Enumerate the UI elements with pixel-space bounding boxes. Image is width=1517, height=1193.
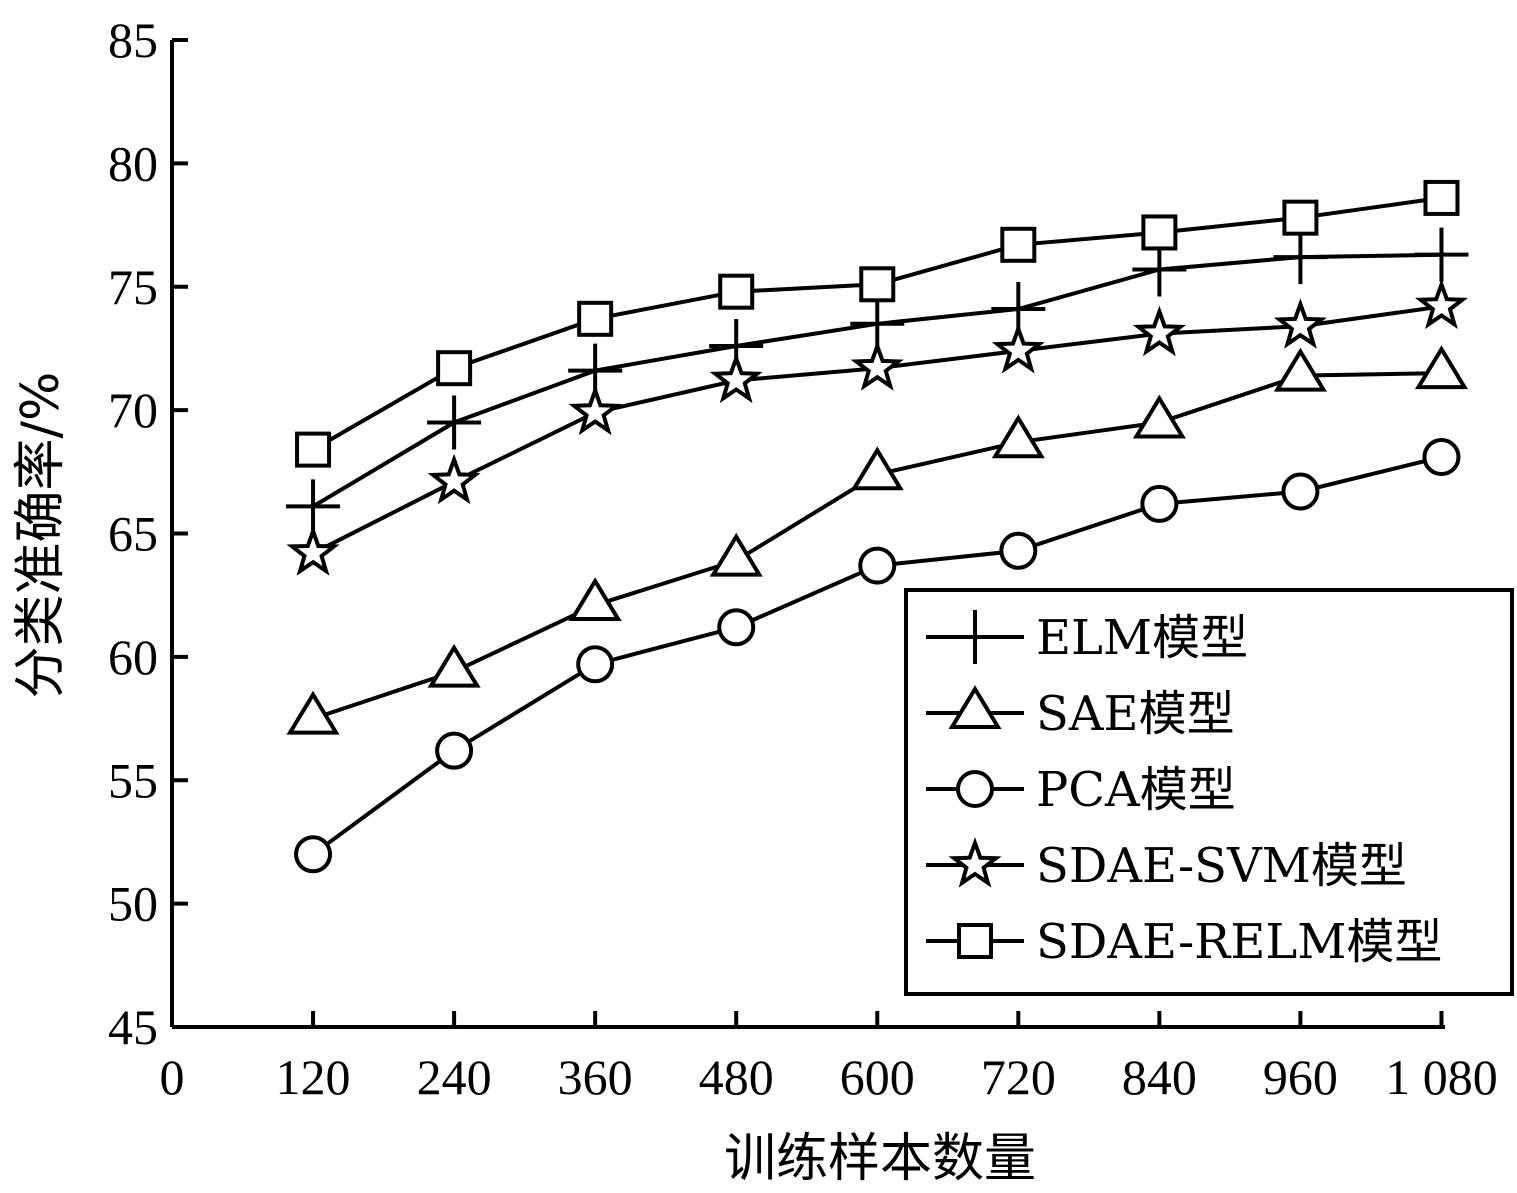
- legend-label: SDAE-SVM模型: [1036, 838, 1407, 894]
- y-tick-label: 65: [108, 506, 158, 562]
- data-point-square: [1423, 179, 1460, 216]
- data-point-triangle: [568, 577, 622, 622]
- data-point-star: [850, 340, 904, 391]
- series-circle: [294, 438, 1461, 874]
- y-tick-label: 70: [108, 382, 158, 438]
- y-axis-title: 分类准确率/%: [11, 372, 71, 699]
- y-tick-label: 45: [108, 999, 158, 1055]
- data-point-triangle: [1132, 394, 1186, 439]
- data-point-triangle: [1273, 347, 1327, 392]
- legend-marker-circle: [956, 770, 994, 808]
- legend-item: SDAE-SVM模型: [926, 837, 1407, 894]
- series-group: [286, 179, 1469, 874]
- x-tick-label: 840: [1122, 1049, 1197, 1105]
- data-point-plus: [1132, 242, 1187, 297]
- data-point-star: [286, 525, 340, 576]
- data-point-plus: [427, 395, 482, 450]
- series-square: [295, 179, 1460, 468]
- data-point-circle: [717, 608, 756, 647]
- legend-label: ELM模型: [1036, 610, 1248, 666]
- y-tick-label: 80: [108, 135, 158, 191]
- series-star: [286, 278, 1469, 576]
- data-point-triangle: [286, 690, 340, 735]
- data-point-star: [427, 453, 481, 505]
- data-point-triangle: [991, 414, 1045, 459]
- x-tick-label: 720: [981, 1049, 1056, 1105]
- data-point-plus: [286, 479, 341, 534]
- data-point-triangle: [427, 643, 481, 688]
- data-point-circle: [576, 645, 615, 684]
- legend: ELM模型 SAE模型 PCA模型 SDAE-SVM模型 SDAE-RELM模型: [904, 588, 1514, 996]
- legend-marker-star: [948, 837, 1002, 888]
- data-point-plus: [1414, 227, 1469, 282]
- legend-label: PCA模型: [1036, 762, 1236, 818]
- x-tick-label: 360: [558, 1049, 633, 1105]
- series-triangle: [286, 345, 1469, 735]
- data-point-square: [436, 350, 473, 387]
- data-point-square: [1141, 214, 1178, 251]
- data-point-circle: [435, 731, 474, 770]
- series-plus: [286, 227, 1469, 534]
- data-point-square: [718, 273, 755, 310]
- y-ticks: 45 50 55 60 65 70 75 80 85: [108, 12, 188, 1055]
- data-point-triangle: [1414, 345, 1469, 390]
- data-point-square: [1282, 199, 1319, 236]
- data-point-triangle: [850, 446, 904, 491]
- legend-box: [904, 588, 1514, 996]
- y-tick-label: 85: [108, 12, 158, 68]
- x-ticks: 0 120 240 360 480 600 720 840 960 1 080: [160, 1011, 1498, 1105]
- data-point-circle: [1281, 472, 1320, 511]
- x-tick-label: 240: [417, 1049, 492, 1105]
- legend-label: SAE模型: [1036, 686, 1235, 742]
- legend-item: SDAE-RELM模型: [926, 914, 1442, 970]
- data-point-star: [1132, 305, 1186, 357]
- legend-marker-triangle: [948, 685, 1002, 729]
- y-tick-label: 60: [108, 629, 158, 685]
- y-tick-label: 50: [108, 876, 158, 932]
- x-axis-title: 训练样本数量: [724, 1129, 1036, 1189]
- data-point-circle: [858, 546, 897, 585]
- data-point-triangle: [709, 532, 763, 577]
- data-point-star: [1415, 278, 1469, 330]
- data-point-star: [1273, 298, 1327, 349]
- legend-marker-plus: [948, 610, 1002, 664]
- legend-item: SAE模型: [926, 685, 1235, 742]
- legend-item: ELM模型: [926, 610, 1248, 666]
- data-point-square: [859, 266, 896, 303]
- data-point-square: [295, 431, 332, 468]
- data-point-circle: [294, 835, 333, 874]
- x-tick-label: 0: [160, 1049, 185, 1105]
- data-point-circle: [1140, 484, 1179, 523]
- data-point-star: [568, 384, 622, 436]
- y-tick-label: 55: [108, 752, 158, 808]
- data-point-star: [991, 323, 1045, 374]
- legend-item: PCA模型: [926, 762, 1236, 818]
- x-tick-label: 960: [1263, 1049, 1338, 1105]
- data-point-square: [577, 300, 614, 337]
- data-point-plus: [1273, 230, 1328, 285]
- legend-label: SDAE-RELM模型: [1036, 914, 1442, 970]
- data-point-circle: [999, 531, 1038, 570]
- legend-marker-square: [957, 923, 993, 959]
- data-point-square: [1000, 226, 1037, 263]
- y-tick-label: 75: [108, 259, 158, 315]
- x-tick-label: 480: [699, 1049, 774, 1105]
- x-tick-label: 1 080: [1385, 1049, 1498, 1105]
- x-tick-label: 600: [840, 1049, 915, 1105]
- data-point-circle: [1422, 438, 1461, 477]
- x-tick-label: 120: [276, 1049, 351, 1105]
- data-point-star: [709, 352, 763, 404]
